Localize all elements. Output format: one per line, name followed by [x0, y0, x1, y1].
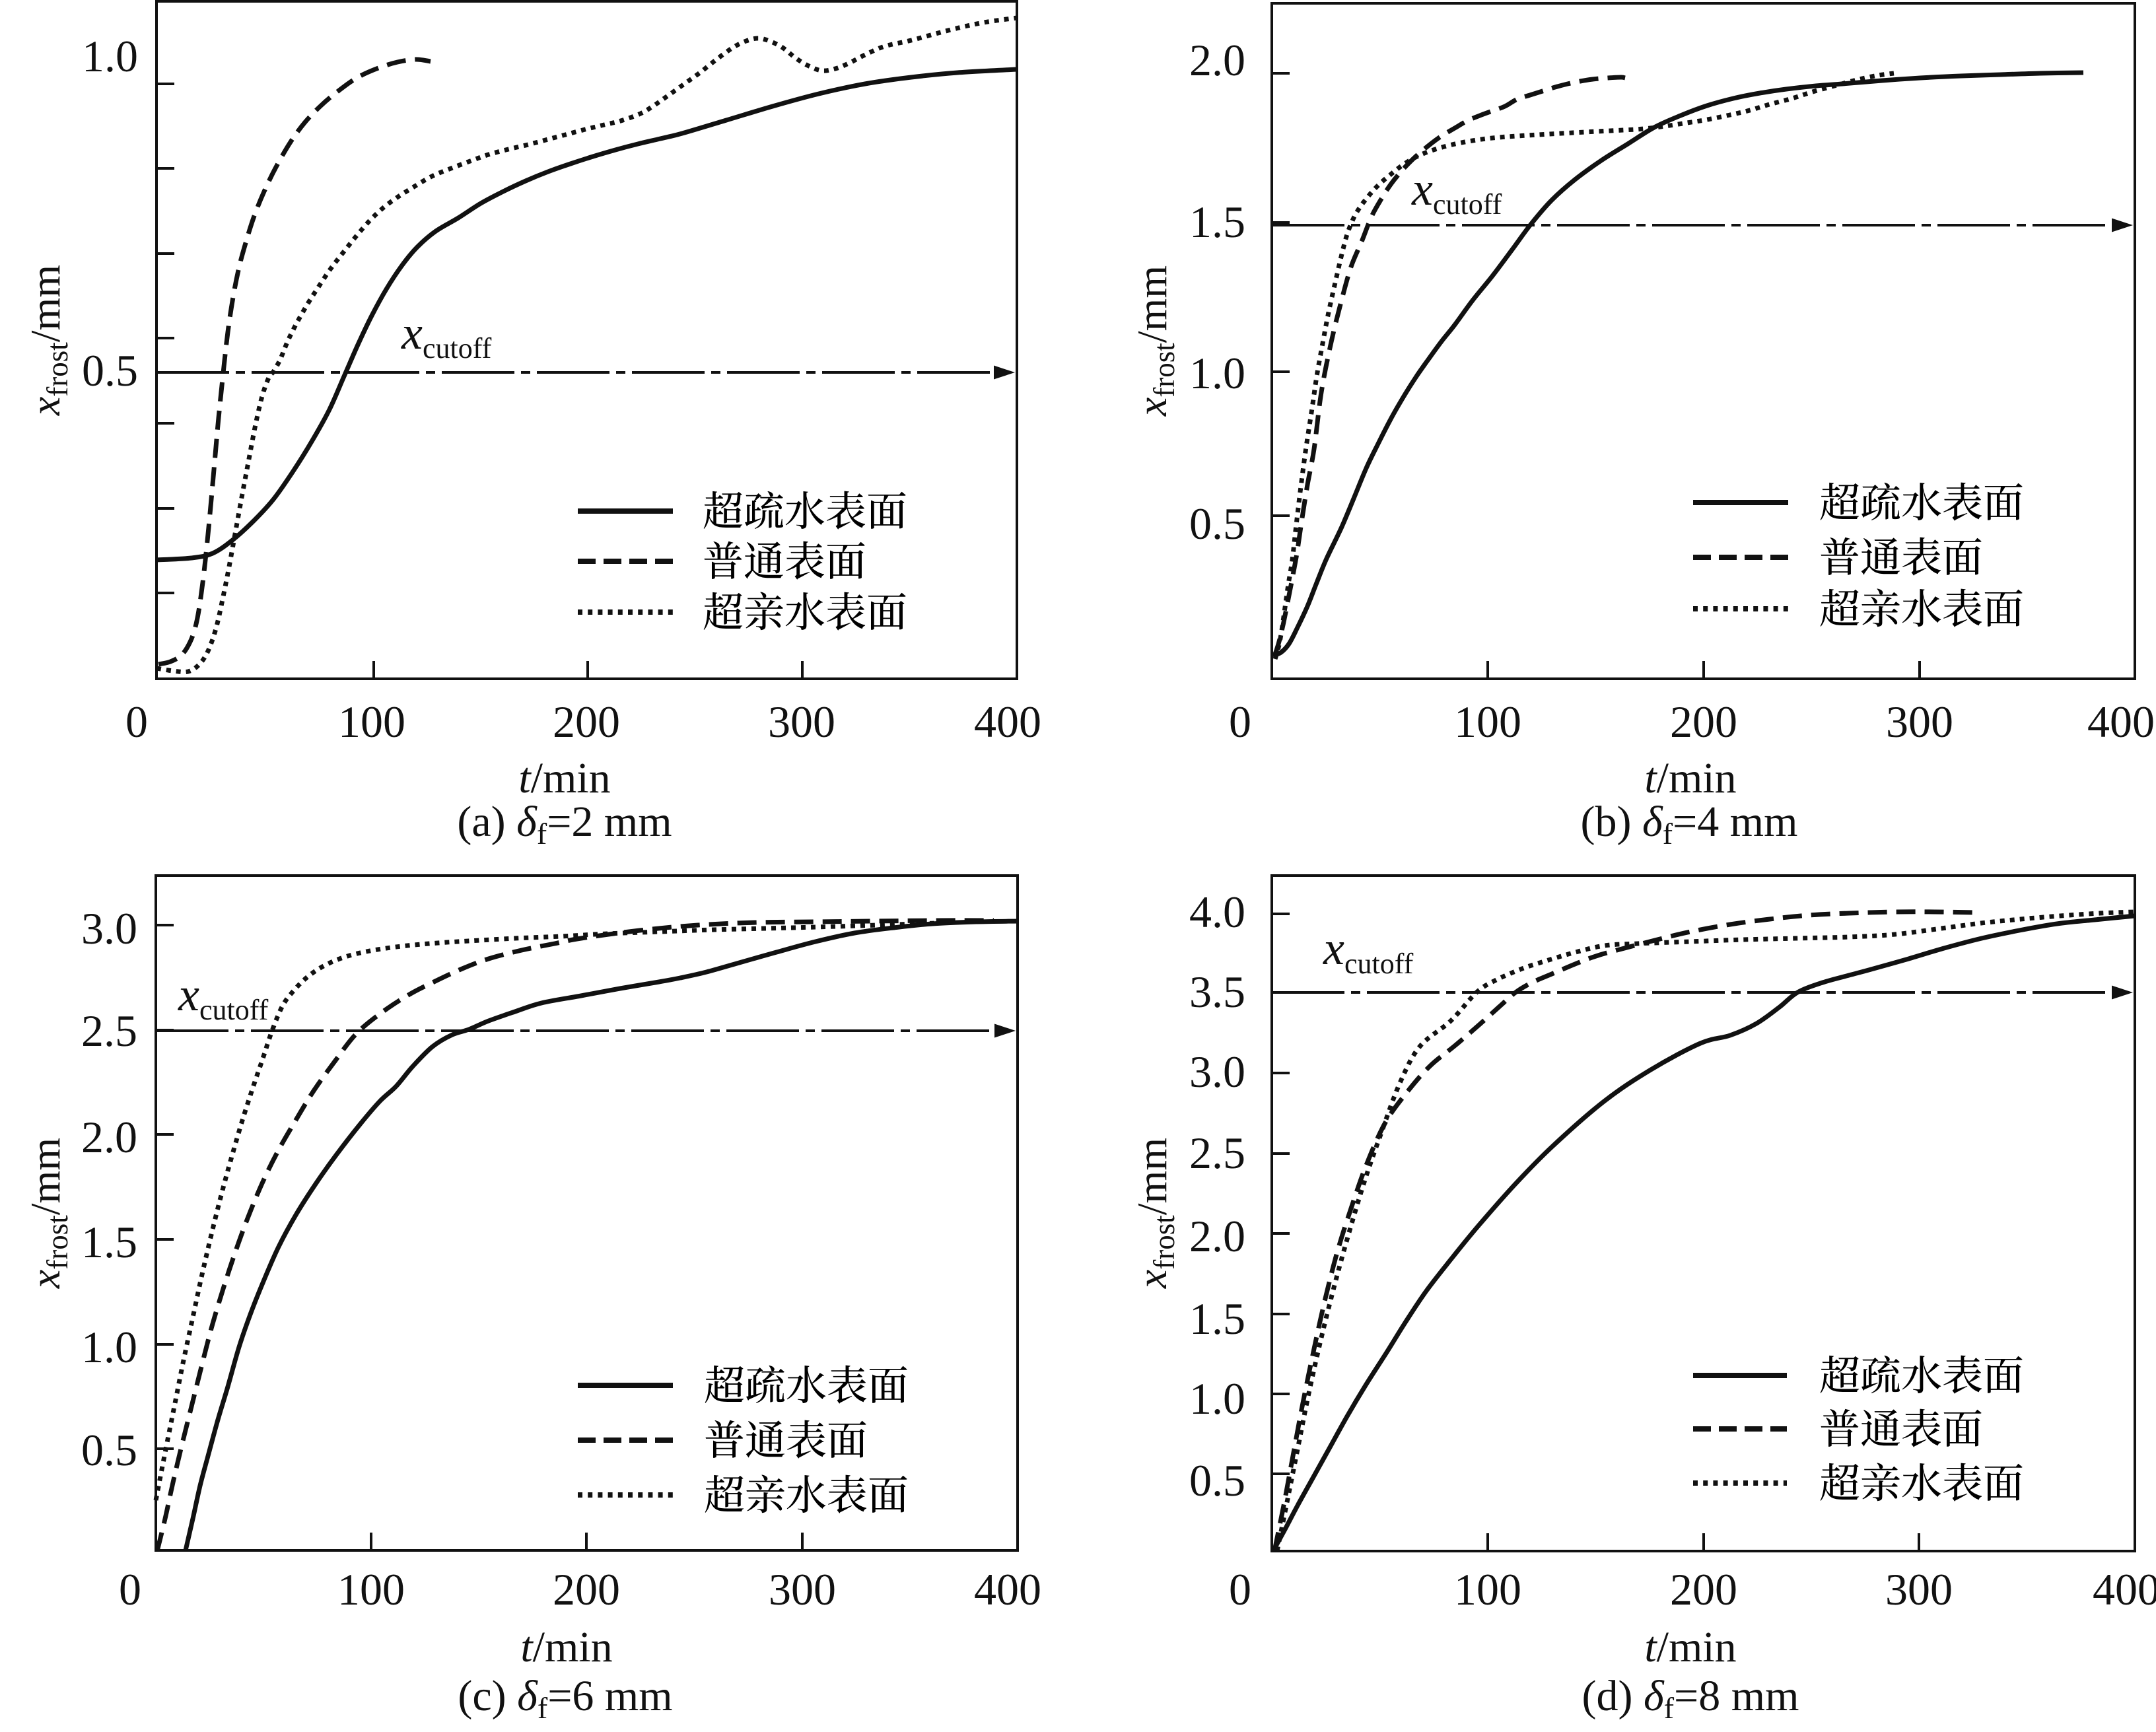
svg-text:xfrost/mm: xfrost/mm — [1129, 1138, 1181, 1289]
svg-text:100: 100 — [1454, 1564, 1521, 1614]
svg-text:0: 0 — [119, 1564, 141, 1614]
svg-text:1.0: 1.0 — [81, 1322, 137, 1372]
svg-text:100: 100 — [1454, 697, 1521, 747]
svg-text:2.0: 2.0 — [1189, 35, 1245, 85]
svg-text:400: 400 — [974, 1564, 1041, 1614]
svg-text:2.0: 2.0 — [1189, 1211, 1245, 1261]
svg-text:xfrost/mm: xfrost/mm — [22, 265, 74, 416]
svg-text:200: 200 — [1670, 697, 1737, 747]
svg-text:2.5: 2.5 — [1189, 1128, 1245, 1178]
svg-text:xcutoff: xcutoff — [1323, 922, 1414, 980]
svg-text:0.5: 0.5 — [82, 345, 138, 396]
svg-text:3.0: 3.0 — [1189, 1047, 1245, 1097]
svg-text:0: 0 — [1229, 697, 1251, 747]
svg-text:0: 0 — [125, 697, 148, 747]
svg-text:300: 300 — [1885, 1564, 1953, 1614]
svg-text:400: 400 — [2093, 1564, 2156, 1614]
svg-text:xcutoff: xcutoff — [178, 968, 269, 1026]
svg-text:200: 200 — [553, 697, 620, 747]
svg-text:300: 300 — [768, 697, 835, 747]
svg-text:t/min: t/min — [520, 1623, 612, 1671]
svg-text:t/min: t/min — [1644, 1623, 1736, 1671]
svg-text:1.5: 1.5 — [81, 1217, 137, 1267]
svg-text:xcutoff: xcutoff — [1411, 162, 1502, 221]
svg-text:200: 200 — [553, 1564, 620, 1614]
svg-text:3.5: 3.5 — [1189, 967, 1245, 1017]
svg-text:0.5: 0.5 — [81, 1425, 137, 1475]
svg-text:xcutoff: xcutoff — [401, 306, 492, 364]
svg-text:400: 400 — [2087, 697, 2155, 747]
svg-text:100: 100 — [337, 1564, 405, 1614]
svg-text:4.0: 4.0 — [1189, 887, 1245, 937]
svg-text:1.5: 1.5 — [1189, 197, 1245, 247]
svg-text:100: 100 — [338, 697, 405, 747]
svg-text:1.0: 1.0 — [82, 31, 138, 81]
svg-text:t/min: t/min — [518, 754, 610, 802]
svg-text:0: 0 — [1229, 1564, 1251, 1614]
svg-text:1.5: 1.5 — [1189, 1294, 1245, 1344]
svg-text:(d) δf=8 mm: (d) δf=8 mm — [1582, 1672, 1799, 1725]
svg-text:t/min: t/min — [1644, 754, 1736, 802]
svg-text:2.0: 2.0 — [81, 1112, 137, 1162]
svg-text:1.0: 1.0 — [1189, 1373, 1245, 1424]
svg-text:xfrost/mm: xfrost/mm — [1129, 265, 1181, 417]
svg-text:2.5: 2.5 — [81, 1006, 137, 1056]
svg-text:xfrost/mm: xfrost/mm — [22, 1138, 74, 1289]
svg-text:400: 400 — [974, 697, 1041, 747]
svg-text:200: 200 — [1670, 1564, 1737, 1614]
svg-text:(b) δf=4 mm: (b) δf=4 mm — [1581, 798, 1798, 850]
svg-text:3.0: 3.0 — [81, 903, 137, 953]
svg-text:300: 300 — [1886, 697, 1953, 747]
svg-text:(c) δf=6 mm: (c) δf=6 mm — [458, 1672, 672, 1725]
svg-text:(a) δf=2 mm: (a) δf=2 mm — [457, 798, 672, 850]
svg-text:0.5: 0.5 — [1189, 499, 1245, 549]
svg-text:300: 300 — [769, 1564, 836, 1614]
svg-text:0.5: 0.5 — [1189, 1455, 1245, 1506]
svg-text:1.0: 1.0 — [1189, 348, 1245, 398]
